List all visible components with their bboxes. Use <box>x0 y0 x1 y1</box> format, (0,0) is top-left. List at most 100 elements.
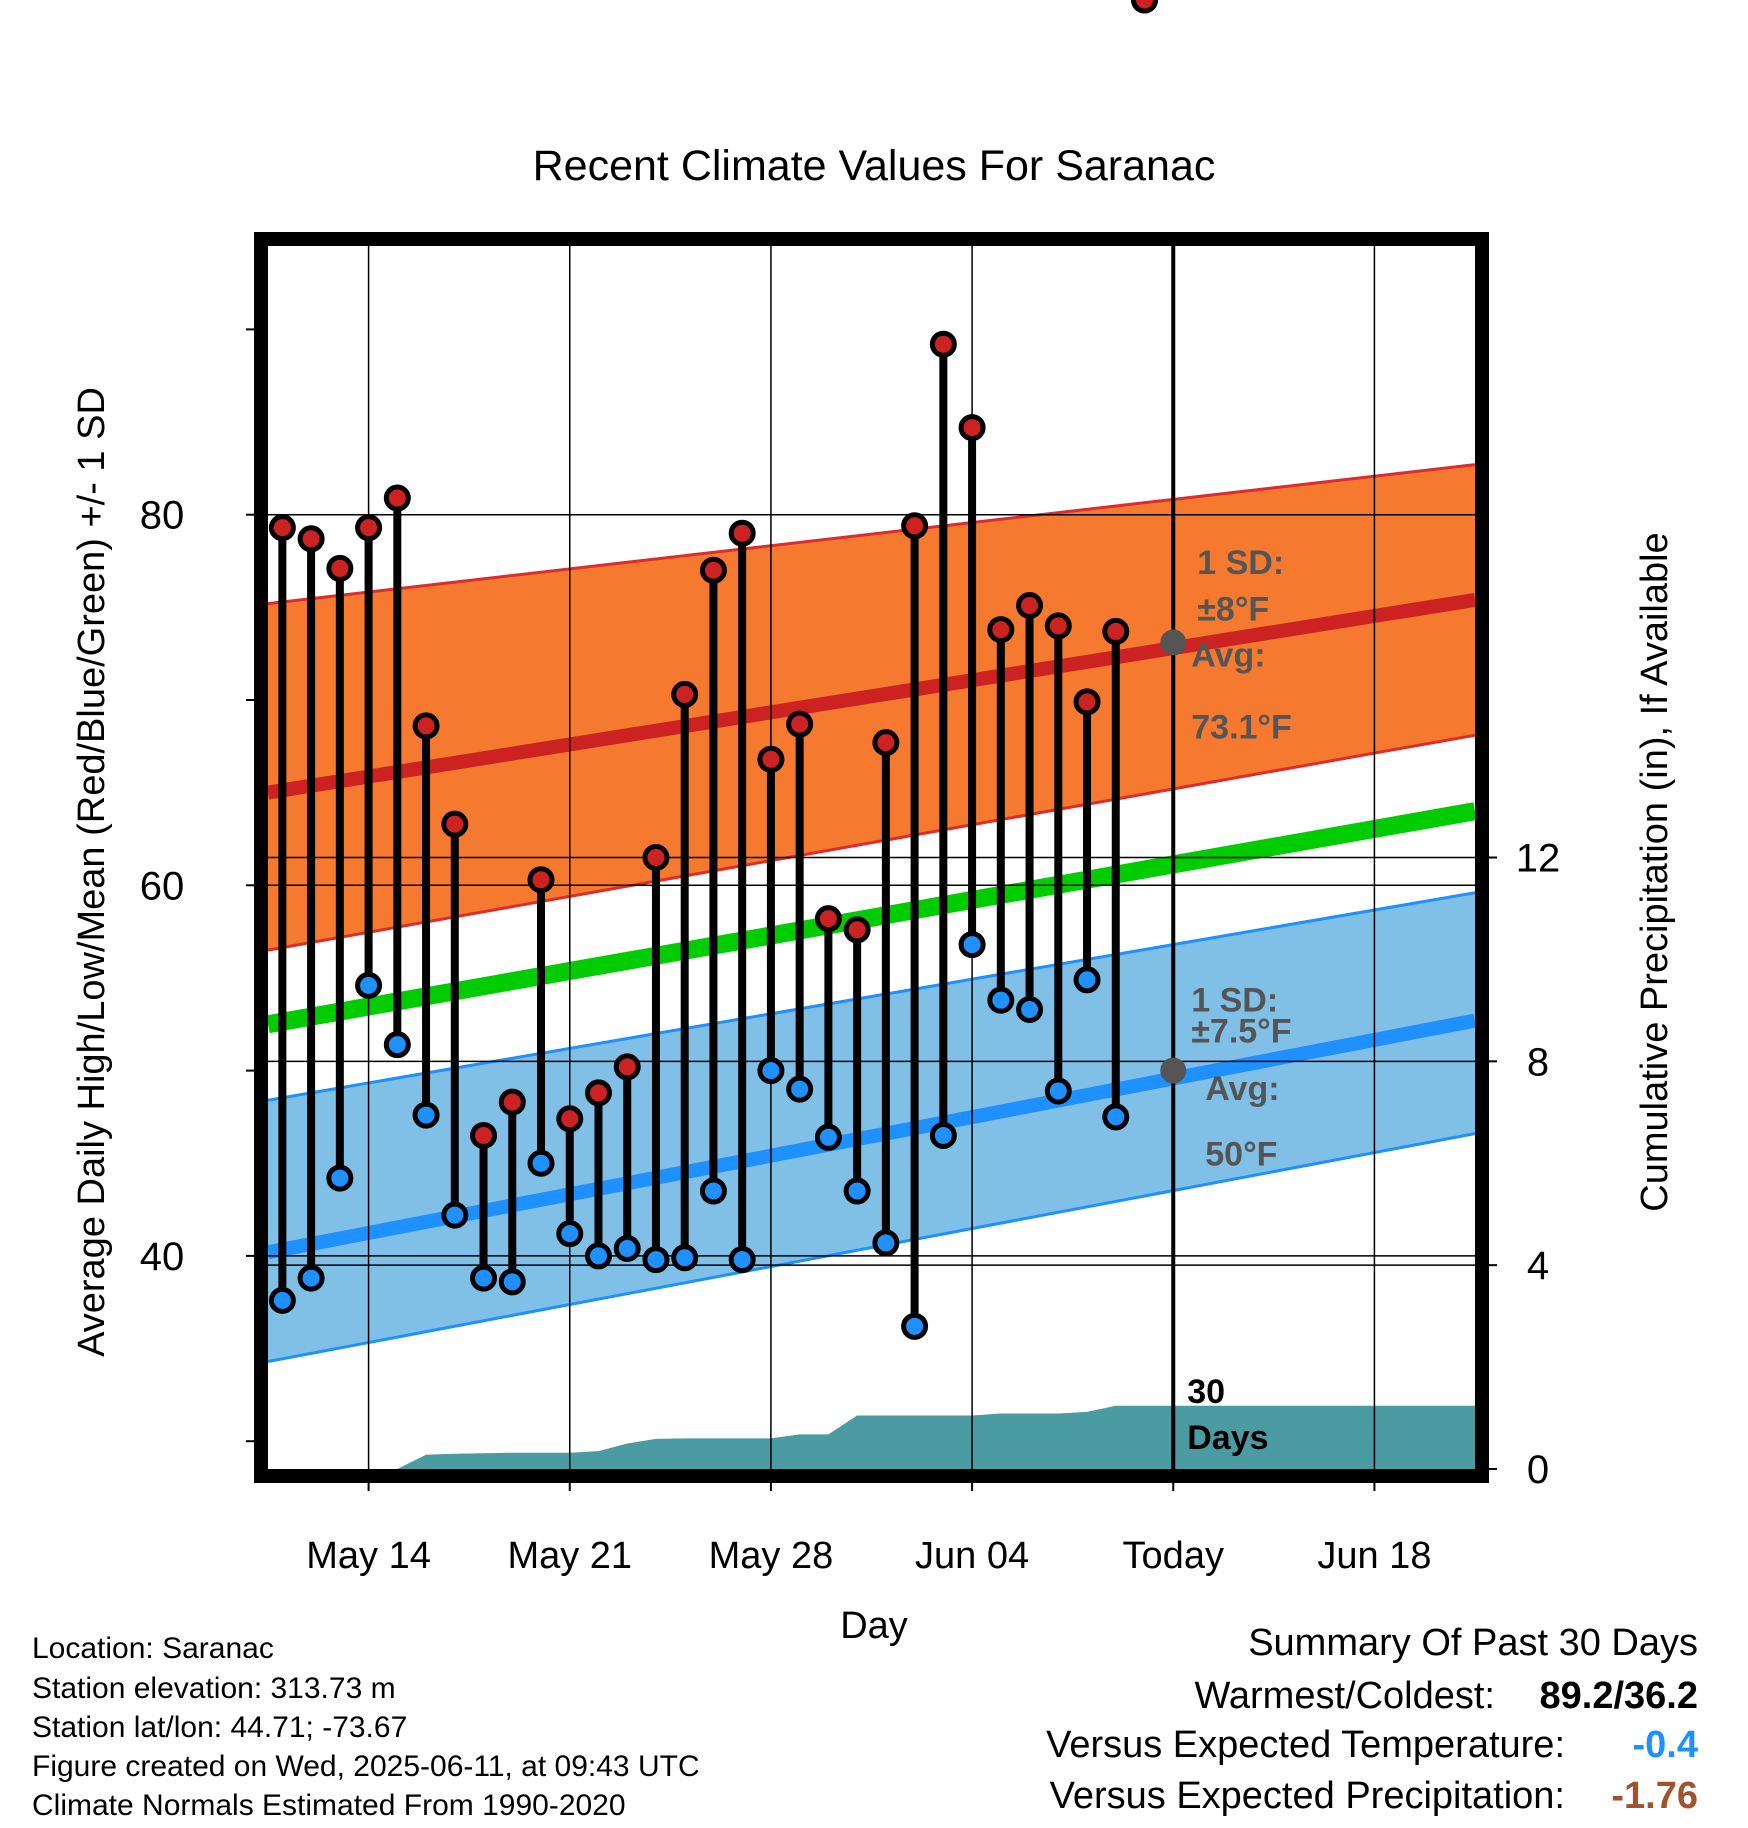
high-point <box>412 712 440 740</box>
low-point <box>814 1123 842 1151</box>
high-point <box>470 1121 498 1149</box>
high-point <box>728 519 756 547</box>
summary-warmest-label: Warmest/Coldest: <box>1194 1675 1495 1717</box>
high-point <box>872 729 900 757</box>
high-point <box>1102 617 1130 645</box>
high-point <box>987 616 1015 644</box>
y-tick-label: 40 <box>140 1235 185 1279</box>
x-axis-label: Day <box>840 1605 908 1647</box>
summary-temp-label: Versus Expected Temperature: <box>1046 1724 1565 1766</box>
low-normal-line <box>268 1013 1475 1260</box>
x-tick-label: May 28 <box>709 1535 834 1577</box>
low-point <box>1073 966 1101 994</box>
low-point <box>527 1149 555 1177</box>
low-point <box>1102 1103 1130 1131</box>
high-point <box>613 1053 641 1081</box>
low-band-lower-edge <box>268 1132 1475 1363</box>
high-point <box>671 680 699 708</box>
high-avg-label: Avg: <box>1191 637 1265 675</box>
high-band-lower-edge <box>268 733 1475 952</box>
high-point <box>699 556 727 584</box>
low-point <box>297 1264 325 1292</box>
low-point <box>326 1164 354 1192</box>
low-point <box>987 986 1015 1014</box>
low-point <box>843 1177 871 1205</box>
days-label-word: Days <box>1187 1419 1268 1457</box>
summary-title: Summary Of Past 30 Days <box>1248 1622 1698 1664</box>
high-point <box>527 866 555 894</box>
high-sd-label: 1 SD: <box>1197 544 1284 582</box>
low-point <box>958 931 986 959</box>
y2-tick-label: 4 <box>1527 1244 1549 1288</box>
info-created: Figure created on Wed, 2025-06-11, at 09… <box>32 1750 700 1783</box>
x-tick-label: Today <box>1123 1535 1224 1577</box>
low-point <box>441 1201 469 1229</box>
high-point <box>355 514 383 542</box>
low-point <box>613 1234 641 1262</box>
x-tick-label: Jun 18 <box>1317 1535 1431 1577</box>
x-tick-label: May 14 <box>306 1535 431 1577</box>
high-point <box>1073 688 1101 716</box>
high-point <box>786 710 814 738</box>
high-point <box>814 905 842 933</box>
high-avg-value: 73.1°F <box>1191 708 1292 746</box>
low-point <box>786 1075 814 1103</box>
low-point <box>1044 1077 1072 1105</box>
low-sd-label: 1 SD: <box>1191 981 1278 1019</box>
high-point <box>297 525 325 553</box>
high-point <box>441 810 469 838</box>
high-point <box>584 1079 612 1107</box>
low-point <box>929 1121 957 1149</box>
low-point <box>584 1242 612 1270</box>
high-point <box>268 514 296 542</box>
x-tick-label: Jun 04 <box>915 1535 1029 1577</box>
summary-panel: Summary Of Past 30 Days Warmest/Coldest:… <box>1046 1622 1698 1817</box>
low-point <box>872 1229 900 1257</box>
high-point <box>757 745 785 773</box>
high-point <box>326 554 354 582</box>
high-avg-marker <box>1160 629 1187 656</box>
low-avg-label: Avg: <box>1205 1070 1279 1108</box>
low-point <box>268 1286 296 1314</box>
info-latlon: Station lat/lon: 44.71; -73.67 <box>32 1711 407 1744</box>
y2-tick-label: 12 <box>1516 837 1561 881</box>
high-band-upper-edge <box>268 463 1475 606</box>
high-point <box>1131 0 1159 14</box>
low-point <box>412 1101 440 1129</box>
low-point <box>901 1312 929 1340</box>
info-location: Location: Saranac <box>32 1632 274 1665</box>
precip-area <box>282 1405 1475 1469</box>
data-marks <box>268 0 1159 1340</box>
y-axis-label: Average Daily High/Low/Mean (Red/Blue/Gr… <box>71 387 113 1357</box>
axes: May 14 May 21 May 28 Jun 04 Today Jun 1840608… <box>140 232 1561 1577</box>
info-elevation: Station elevation: 313.73 m <box>32 1672 396 1705</box>
low-point <box>383 1031 411 1059</box>
low-point <box>498 1268 526 1296</box>
low-avg-marker <box>1160 1057 1187 1084</box>
high-sd-value: ±8°F <box>1197 591 1269 629</box>
high-point <box>383 484 411 512</box>
high-point <box>556 1105 584 1133</box>
high-point <box>929 330 957 358</box>
y-tick-label: 80 <box>140 494 185 538</box>
station-info: Location: Saranac Station elevation: 313… <box>32 1632 700 1822</box>
low-point <box>728 1246 756 1274</box>
high-point <box>498 1088 526 1116</box>
low-point <box>699 1177 727 1205</box>
high-point <box>901 512 929 540</box>
y2-axis-label: Cumulative Precipitation (in), If Availa… <box>1634 532 1676 1211</box>
chart-title: Recent Climate Values For Saranac <box>533 142 1216 190</box>
high-point <box>1016 591 1044 619</box>
low-point <box>1016 995 1044 1023</box>
days-label-number: 30 <box>1187 1373 1225 1411</box>
low-point <box>757 1057 785 1085</box>
low-avg-value: 50°F <box>1205 1136 1277 1174</box>
summary-temp-value: -0.4 <box>1633 1724 1698 1766</box>
low-point <box>470 1264 498 1292</box>
low-normal-band <box>268 892 1475 1362</box>
high-point <box>958 414 986 442</box>
high-point <box>642 844 670 871</box>
low-band-upper-edge <box>268 891 1475 1102</box>
